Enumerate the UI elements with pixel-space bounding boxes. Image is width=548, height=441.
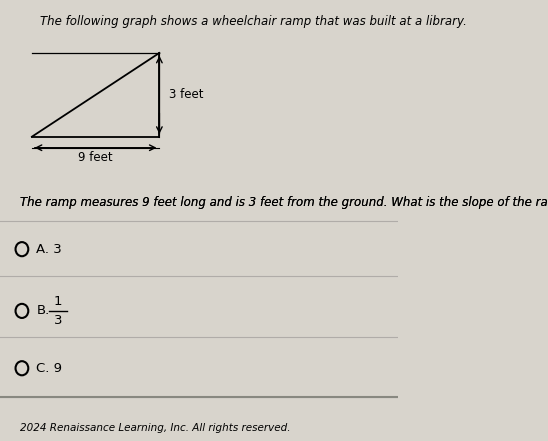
Text: 3 feet: 3 feet [169, 88, 204, 101]
Text: The ramp measures 9 feet long and is 3 feet from the ground. What is the slope o: The ramp measures 9 feet long and is 3 f… [20, 196, 548, 209]
Text: The ramp measures 9 feet long and is 3 feet from the ground. What is the slope o: The ramp measures 9 feet long and is 3 f… [20, 196, 548, 209]
Text: A. 3: A. 3 [36, 243, 62, 256]
Text: 2024 Renaissance Learning, Inc. All rights reserved.: 2024 Renaissance Learning, Inc. All righ… [20, 423, 290, 434]
Text: 9 feet: 9 feet [78, 151, 113, 164]
Text: The following graph shows a wheelchair ramp that was built at a library.: The following graph shows a wheelchair r… [40, 15, 467, 28]
Text: B.: B. [36, 304, 49, 318]
Text: 3: 3 [54, 314, 62, 327]
Text: 1: 1 [54, 295, 62, 308]
Text: C. 9: C. 9 [36, 362, 62, 375]
